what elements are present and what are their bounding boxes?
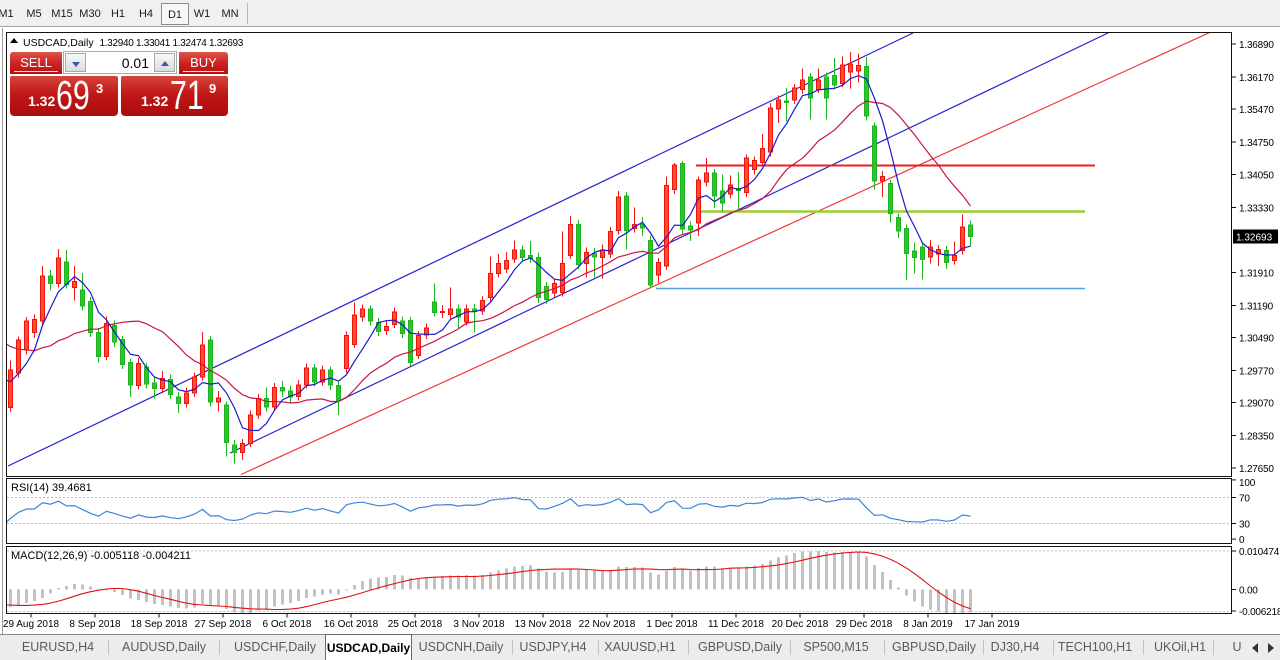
svg-text:27 Sep 2018: 27 Sep 2018 xyxy=(195,619,252,630)
svg-text:1.35470: 1.35470 xyxy=(1239,105,1274,116)
svg-text:1.27650: 1.27650 xyxy=(1239,464,1274,475)
svg-text:29 Aug 2018: 29 Aug 2018 xyxy=(3,619,60,630)
svg-text:11 Dec 2018: 11 Dec 2018 xyxy=(708,619,764,630)
svg-text:1 Dec 2018: 1 Dec 2018 xyxy=(646,619,698,630)
svg-text:70: 70 xyxy=(1239,494,1250,505)
svg-text:1.31910: 1.31910 xyxy=(1239,268,1274,279)
svg-text:0: 0 xyxy=(1239,535,1245,546)
svg-text:RSI(14) 39.4681: RSI(14) 39.4681 xyxy=(11,482,92,494)
svg-text:1.32693: 1.32693 xyxy=(1236,233,1273,244)
svg-text:20 Dec 2018: 20 Dec 2018 xyxy=(772,619,829,630)
svg-text:1.34750: 1.34750 xyxy=(1239,138,1274,149)
svg-text:1.28350: 1.28350 xyxy=(1239,432,1274,443)
svg-text:1.33330: 1.33330 xyxy=(1239,203,1274,214)
svg-text:1.34050: 1.34050 xyxy=(1239,170,1274,181)
svg-text:18 Sep 2018: 18 Sep 2018 xyxy=(131,619,188,630)
svg-text:22 Nov 2018: 22 Nov 2018 xyxy=(579,619,636,630)
svg-text:1.29070: 1.29070 xyxy=(1239,399,1274,410)
svg-text:0.010474: 0.010474 xyxy=(1239,547,1280,558)
svg-text:1.36170: 1.36170 xyxy=(1239,73,1274,84)
svg-text:25 Oct 2018: 25 Oct 2018 xyxy=(388,619,443,630)
svg-text:17 Jan 2019: 17 Jan 2019 xyxy=(964,619,1019,630)
svg-text:1.29770: 1.29770 xyxy=(1239,367,1274,378)
svg-text:0.00: 0.00 xyxy=(1239,586,1258,597)
svg-text:8 Jan 2019: 8 Jan 2019 xyxy=(903,619,953,630)
svg-text:16 Oct 2018: 16 Oct 2018 xyxy=(324,619,379,630)
svg-text:13 Nov 2018: 13 Nov 2018 xyxy=(515,619,572,630)
svg-text:29 Dec 2018: 29 Dec 2018 xyxy=(836,619,893,630)
svg-text:100: 100 xyxy=(1239,478,1256,489)
svg-text:1.36890: 1.36890 xyxy=(1239,40,1274,51)
svg-text:1.31190: 1.31190 xyxy=(1239,302,1274,313)
svg-text:30: 30 xyxy=(1239,520,1250,531)
svg-text:6 Oct 2018: 6 Oct 2018 xyxy=(263,619,312,630)
svg-text:8 Sep 2018: 8 Sep 2018 xyxy=(69,619,121,630)
svg-text:MACD(12,26,9) -0.005118 -0.004: MACD(12,26,9) -0.005118 -0.004211 xyxy=(11,550,191,562)
svg-text:1.30490: 1.30490 xyxy=(1239,334,1274,345)
svg-text:-0.006218: -0.006218 xyxy=(1239,607,1280,618)
svg-text:3 Nov 2018: 3 Nov 2018 xyxy=(453,619,505,630)
